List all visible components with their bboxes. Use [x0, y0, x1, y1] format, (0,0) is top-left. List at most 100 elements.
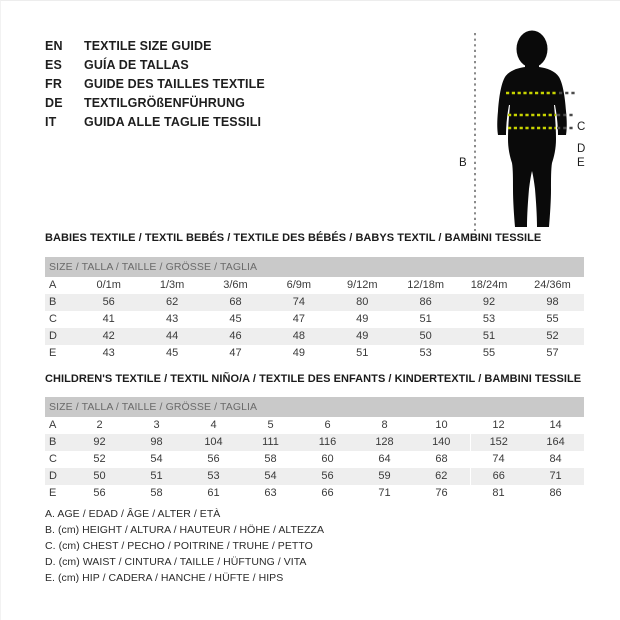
cell: 6/9m: [267, 277, 331, 294]
cell: 92: [457, 294, 521, 311]
row-key: B: [45, 434, 71, 451]
language-code-it: IT: [45, 115, 57, 129]
cell: 9/12m: [330, 277, 394, 294]
cell: 98: [520, 294, 585, 311]
row-key: D: [45, 328, 77, 345]
babies-size-table: SIZE / TALLA / TAILLE / GRÖSSE / TAGLIA …: [45, 257, 585, 362]
table-row: C 41 43 45 47 49 51 53 55: [45, 311, 585, 328]
children-section-caption: CHILDREN'S TEXTILE / TEXTIL NIÑO/A / TEX…: [45, 373, 582, 385]
cell: 140: [413, 434, 470, 451]
cell: 53: [393, 345, 458, 362]
cell: 74: [470, 451, 527, 468]
table-row: E 43 45 47 49 51 53 55 57: [45, 345, 585, 362]
babies-table-band-row: SIZE / TALLA / TAILLE / GRÖSSE / TAGLIA: [45, 257, 585, 277]
cell: 86: [393, 294, 458, 311]
language-row-en: EN TEXTILE SIZE GUIDE: [45, 39, 265, 58]
cell: 111: [242, 434, 299, 451]
figure-label-d: D: [577, 143, 586, 155]
table-row: E 56 58 61 63 66 71 76 81 86: [45, 485, 585, 502]
cell: 63: [242, 485, 299, 502]
cell: 53: [457, 311, 521, 328]
language-row-es: ES GUÍA DE TALLAS: [45, 58, 265, 77]
table-row: A 2 3 4 5 6 8 10 12 14: [45, 417, 585, 434]
children-size-table: SIZE / TALLA / TAILLE / GRÖSSE / TAGLIA …: [45, 397, 585, 502]
legend-line-e: E. (cm) HIP / CADERA / HANCHE / HÜFTE / …: [45, 572, 284, 584]
table-row: A 0/1m 1/3m 3/6m 6/9m 9/12m 12/18m 18/24…: [45, 277, 585, 294]
cell: 45: [140, 345, 204, 362]
cell: 51: [457, 328, 521, 345]
language-code-fr: FR: [45, 77, 63, 91]
language-code-en: EN: [45, 39, 63, 53]
cell: 5: [242, 417, 299, 434]
cell: 152: [469, 434, 527, 451]
cell: 55: [457, 345, 521, 362]
table-row: B 56 62 68 74 80 86 92 98: [45, 294, 585, 311]
cell: 57: [520, 345, 585, 362]
cell: 3/6m: [203, 277, 268, 294]
row-key: E: [45, 345, 77, 362]
cell: 44: [140, 328, 204, 345]
cell: 62: [413, 468, 470, 485]
cell: 58: [128, 485, 185, 502]
silhouette-head: [516, 30, 548, 68]
cell: 92: [71, 434, 128, 451]
cell: 52: [520, 328, 585, 345]
cell: 128: [356, 434, 413, 451]
babies-section-caption: BABIES TEXTILE / TEXTIL BEBÉS / TEXTILE …: [45, 232, 542, 244]
cell: 86: [527, 485, 585, 502]
language-title-de: TEXTILGRÖßENFÜHRUNG: [84, 96, 245, 110]
cell: 51: [393, 311, 458, 328]
cell: 58: [242, 451, 299, 468]
cell: 71: [527, 468, 585, 485]
row-key: C: [45, 451, 71, 468]
row-key: B: [45, 294, 77, 311]
cell: 64: [356, 451, 413, 468]
cell: 53: [185, 468, 242, 485]
cell: 54: [128, 451, 185, 468]
cell: 84: [527, 451, 585, 468]
table-row: D 50 51 53 54 56 59 62 66 71: [45, 468, 585, 485]
cell: 43: [77, 345, 141, 362]
language-title-block: EN TEXTILE SIZE GUIDE ES GUÍA DE TALLAS …: [45, 39, 265, 134]
cell: 71: [356, 485, 413, 502]
cell: 104: [185, 434, 242, 451]
cell: 55: [520, 311, 585, 328]
cell: 0/1m: [77, 277, 141, 294]
cell: 49: [330, 311, 394, 328]
cell: 81: [470, 485, 527, 502]
cell: 41: [77, 311, 141, 328]
cell: 12: [470, 417, 527, 434]
silhouette-neck: [525, 62, 539, 71]
legend-line-b: B. (cm) HEIGHT / ALTURA / HAUTEUR / HÖHE…: [45, 524, 325, 536]
cell: 54: [242, 468, 299, 485]
cell: 1/3m: [140, 277, 204, 294]
row-key: A: [45, 417, 71, 434]
cell: 46: [203, 328, 268, 345]
language-title-fr: GUIDE DES TAILLES TEXTILE: [84, 77, 265, 91]
cell: 74: [267, 294, 331, 311]
cell: 10: [413, 417, 470, 434]
cell: 56: [185, 451, 242, 468]
cell: 52: [71, 451, 128, 468]
figure-label-c: C: [577, 121, 586, 133]
cell: 18/24m: [457, 277, 521, 294]
row-key: D: [45, 468, 71, 485]
table-row: B 92 98 104 111 116 128 140 152 164: [45, 434, 585, 451]
silhouette-body: [497, 67, 567, 227]
cell: 49: [267, 345, 331, 362]
cell: 48: [267, 328, 331, 345]
cell: 164: [527, 434, 585, 451]
cell: 68: [413, 451, 470, 468]
cell: 42: [77, 328, 141, 345]
cell: 56: [77, 294, 141, 311]
cell: 50: [393, 328, 458, 345]
language-title-en: TEXTILE SIZE GUIDE: [84, 39, 212, 53]
cell: 66: [299, 485, 356, 502]
child-silhouette-icon: [474, 30, 575, 231]
cell: 68: [203, 294, 268, 311]
cell: 60: [299, 451, 356, 468]
measurement-legend: A. AGE / EDAD / ÂGE / ALTER / ETÀ B. (cm…: [45, 506, 324, 586]
cell: 76: [413, 485, 470, 502]
language-title-es: GUÍA DE TALLAS: [84, 58, 189, 72]
